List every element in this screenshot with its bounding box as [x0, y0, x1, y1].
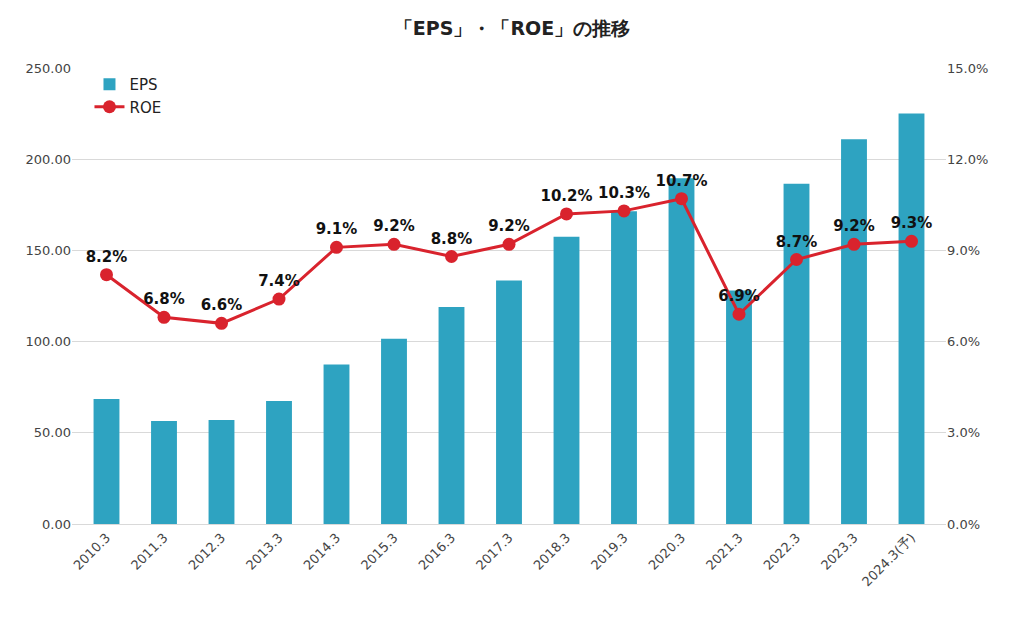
svg-text:EPS: EPS — [129, 76, 157, 94]
svg-text:6.8%: 6.8% — [143, 290, 185, 308]
svg-text:8.2%: 8.2% — [86, 248, 128, 266]
svg-text:6.0%: 6.0% — [947, 334, 980, 349]
svg-text:2017.3: 2017.3 — [473, 530, 516, 573]
svg-text:9.2%: 9.2% — [833, 217, 875, 235]
svg-text:3.0%: 3.0% — [947, 425, 980, 440]
svg-text:2023.3: 2023.3 — [818, 530, 861, 573]
svg-text:0.0%: 0.0% — [947, 517, 980, 532]
svg-text:2016.3: 2016.3 — [415, 530, 458, 573]
svg-text:2019.3: 2019.3 — [588, 530, 631, 573]
svg-text:250.00: 250.00 — [26, 61, 72, 76]
svg-text:9.3%: 9.3% — [891, 214, 933, 232]
svg-text:10.3%: 10.3% — [598, 184, 650, 202]
svg-text:2011.3: 2011.3 — [128, 530, 171, 573]
svg-text:10.7%: 10.7% — [655, 172, 707, 190]
svg-text:7.4%: 7.4% — [258, 272, 300, 290]
svg-text:6.9%: 6.9% — [718, 287, 760, 305]
svg-text:2012.3: 2012.3 — [185, 530, 228, 573]
svg-text:10.2%: 10.2% — [540, 187, 592, 205]
svg-text:2014.3: 2014.3 — [300, 530, 343, 573]
svg-text:2015.3: 2015.3 — [358, 530, 401, 573]
svg-text:2010.3: 2010.3 — [70, 530, 113, 573]
svg-text:2021.3: 2021.3 — [703, 530, 746, 573]
svg-text:9.0%: 9.0% — [947, 243, 980, 258]
svg-text:9.2%: 9.2% — [488, 217, 530, 235]
svg-text:2013.3: 2013.3 — [243, 530, 286, 573]
svg-text:50.00: 50.00 — [34, 425, 71, 440]
svg-text:15.0%: 15.0% — [947, 61, 988, 76]
svg-text:8.8%: 8.8% — [431, 230, 473, 248]
svg-text:9.2%: 9.2% — [373, 217, 415, 235]
svg-text:ROE: ROE — [129, 99, 161, 117]
svg-text:9.1%: 9.1% — [316, 220, 358, 238]
svg-text:150.00: 150.00 — [26, 243, 72, 258]
svg-text:100.00: 100.00 — [26, 334, 72, 349]
svg-text:「EPS」・「ROE」の推移: 「EPS」・「ROE」の推移 — [394, 17, 630, 39]
svg-text:8.7%: 8.7% — [776, 233, 818, 251]
svg-text:6.6%: 6.6% — [201, 296, 243, 314]
svg-text:200.00: 200.00 — [26, 152, 72, 167]
svg-text:2020.3: 2020.3 — [645, 530, 688, 573]
svg-text:2018.3: 2018.3 — [530, 530, 573, 573]
svg-text:2024.3(予): 2024.3(予) — [859, 530, 918, 589]
svg-text:12.0%: 12.0% — [947, 152, 988, 167]
svg-text:0.00: 0.00 — [42, 517, 71, 532]
svg-text:2022.3: 2022.3 — [760, 530, 803, 573]
